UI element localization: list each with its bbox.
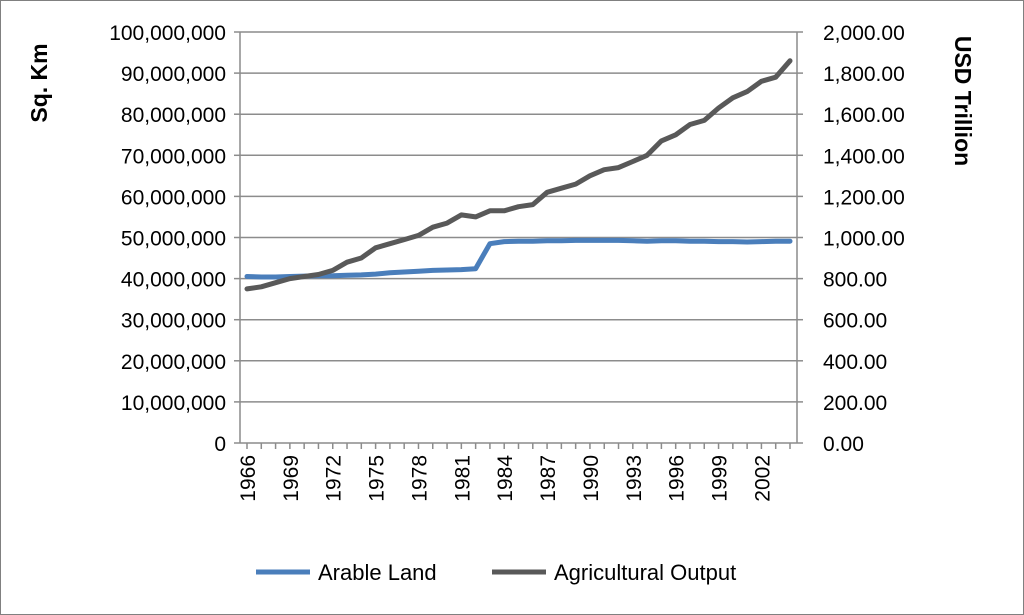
x-tick-label: 1996 [666,455,689,502]
x-tick-label: 1984 [494,455,517,502]
right-axis-title: USD Trillion [950,36,976,166]
right-tick-label: 400.00 [823,351,887,374]
series-line-arable-land [244,237,793,280]
x-tick-label: 1993 [623,455,646,502]
x-tick-label: 1999 [709,455,732,502]
left-tick-label: 70,000,000 [121,145,226,168]
x-tick-label: 1978 [408,455,431,502]
legend-label-arable-land: Arable Land [318,560,437,585]
left-tick-label: 80,000,000 [121,104,226,127]
right-tick-label: 200.00 [823,392,887,415]
left-tick-label: 10,000,000 [121,392,226,415]
right-tick-label: 2,000.00 [823,22,905,45]
right-axis-tick-labels: 0.00 200.00 400.00 600.00 800.00 1,000.00 1,20… [823,22,905,456]
right-tick-label: 0.00 [823,433,864,456]
left-tick-label: 50,000,000 [121,228,226,251]
left-tick-label: 20,000,000 [121,351,226,374]
x-tick-label: 2002 [751,455,774,502]
x-tick-label: 1987 [537,455,560,502]
left-axis-tick-labels: 0 10,000,000 20,000,000 30,000,000 40,000,00… [109,22,226,456]
gridlines [240,31,797,403]
x-tick-label: 1975 [366,455,389,502]
legend: Arable Land Agricultural Output [256,560,736,585]
axes [234,31,803,449]
x-axis-tick-labels: 1966 1969 1972 1975 1978 1981 1984 1987 1990 1993… [237,455,774,502]
right-tick-label: 600.00 [823,310,887,333]
legend-label-agricultural-output: Agricultural Output [554,560,736,585]
left-axis-title: Sq. Km [26,43,52,122]
x-tick-label: 1972 [323,455,346,502]
left-tick-label: 60,000,000 [121,186,226,209]
right-tick-label: 1,200.00 [823,186,905,209]
x-tick-label: 1990 [580,455,603,502]
right-tick-label: 1,800.00 [823,63,905,86]
left-tick-label: 30,000,000 [121,310,226,333]
left-tick-label: 100,000,000 [109,22,226,45]
right-tick-label: 1,000.00 [823,228,905,251]
series-lines [244,58,793,292]
series-line-agricultural-output [244,58,793,292]
x-tick-label: 1981 [451,455,474,502]
right-tick-label: 800.00 [823,269,887,292]
right-tick-label: 1,600.00 [823,104,905,127]
left-tick-label: 90,000,000 [121,63,226,86]
right-tick-label: 1,400.00 [823,145,905,168]
x-tick-label: 1966 [237,455,260,502]
left-tick-label: 0 [214,433,226,456]
left-tick-label: 40,000,000 [121,269,226,292]
x-tick-label: 1969 [280,455,303,502]
